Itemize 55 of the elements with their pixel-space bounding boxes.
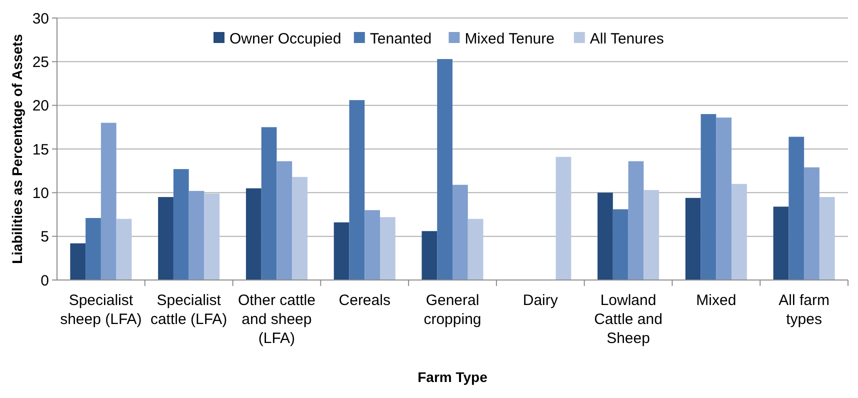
y-tick-label: 10	[32, 184, 49, 202]
y-axis-title: Liabilities as Percentage of Assets	[9, 34, 25, 264]
bar	[204, 194, 220, 280]
bar	[292, 176, 308, 280]
y-tick-label: 25	[32, 54, 49, 71]
x-tick-label: Specialist cattle (LFA)	[150, 292, 228, 328]
bar	[716, 118, 732, 280]
bar	[173, 169, 189, 280]
x-tick-label: Lowland Cattle and Sheep	[594, 292, 662, 347]
bar	[819, 197, 835, 280]
bar	[452, 184, 468, 280]
bar	[612, 209, 628, 280]
x-tick-label: General cropping	[424, 292, 482, 328]
bar	[276, 161, 292, 280]
bar	[598, 192, 613, 280]
x-tick-label: All farm types	[778, 292, 830, 328]
y-tick-label: 20	[32, 98, 49, 115]
x-tick-label: Mixed	[696, 292, 736, 309]
bar	[804, 167, 820, 280]
bar	[732, 184, 747, 280]
bar	[437, 59, 452, 280]
bar	[349, 100, 365, 280]
bar	[364, 210, 380, 280]
bar	[700, 114, 716, 280]
legend-label: Tenanted	[370, 30, 432, 48]
bar	[70, 243, 86, 280]
bar	[788, 136, 804, 280]
bar	[100, 122, 116, 280]
bar	[628, 161, 644, 280]
x-tick-label: Other cattle and sheep (LFA)	[238, 292, 316, 347]
bar	[188, 190, 204, 280]
bar	[773, 206, 789, 280]
bar	[158, 197, 174, 280]
bar	[261, 127, 277, 280]
bar	[380, 217, 396, 280]
bar	[422, 231, 438, 280]
bar	[685, 198, 701, 280]
y-tick-label: 5	[40, 228, 49, 246]
x-tick-label: Dairy	[522, 292, 558, 309]
bar	[246, 188, 262, 280]
bar	[116, 218, 132, 280]
bar	[644, 190, 660, 280]
y-tick-label: 15	[32, 141, 49, 158]
bar	[334, 222, 350, 280]
legend-label: All Tenures	[590, 30, 664, 48]
bar	[556, 156, 572, 280]
y-tick-label: 0	[40, 272, 49, 290]
bar	[468, 218, 484, 280]
x-axis-title: Farm Type	[418, 369, 488, 385]
x-tick-label: Cereals	[338, 292, 390, 309]
y-tick-label: 30	[32, 10, 49, 28]
bar	[86, 218, 101, 280]
legend-label: Mixed Tenure	[464, 30, 554, 48]
x-tick-label: Specialist sheep (LFA)	[60, 292, 142, 328]
legend-label: Owner Occupied	[230, 30, 342, 48]
